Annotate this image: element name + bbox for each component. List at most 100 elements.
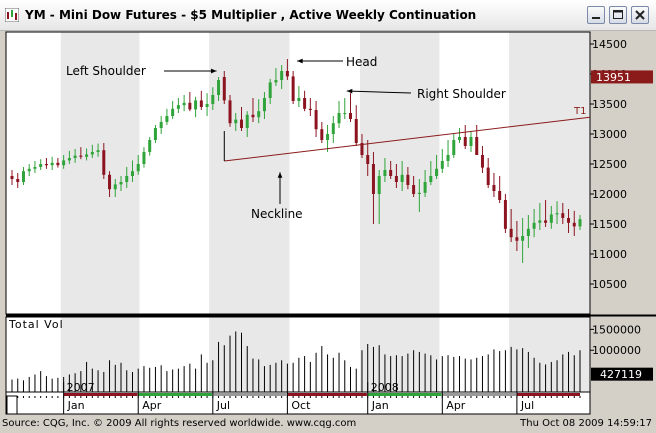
candle-body — [291, 76, 295, 101]
neckline-label: Neckline — [251, 207, 303, 221]
candle-body — [44, 164, 48, 166]
candle-body — [245, 114, 249, 128]
minimize-button[interactable] — [587, 6, 605, 24]
candle-body — [526, 228, 530, 236]
candle — [251, 98, 255, 122]
candle-body — [205, 104, 209, 107]
candle — [326, 125, 330, 152]
price-tick-label: 12500 — [592, 158, 627, 171]
candle — [142, 147, 146, 168]
candle-body — [67, 158, 71, 161]
price-panel-border — [5, 31, 591, 315]
candle-body — [469, 137, 473, 146]
close-button[interactable] — [631, 6, 649, 24]
candle — [182, 95, 186, 112]
candle — [343, 98, 347, 119]
last-volume-label: 427119 — [600, 368, 642, 381]
shaded-period-volume — [209, 317, 290, 392]
candle-body — [73, 155, 77, 158]
month-band — [212, 393, 287, 396]
candle-body — [182, 102, 186, 106]
candle-body — [343, 113, 347, 114]
candle-body — [274, 80, 278, 83]
candle-body — [222, 77, 226, 101]
neckline-trendline — [224, 116, 591, 162]
candle — [228, 95, 232, 127]
month-label: Apr — [446, 399, 466, 412]
candle-body — [27, 168, 31, 172]
candle — [452, 134, 456, 158]
candle-body — [366, 155, 370, 164]
candle — [360, 134, 364, 158]
candle-body — [96, 150, 100, 152]
candle-body — [406, 174, 410, 185]
candle-body — [532, 222, 536, 229]
candle — [62, 155, 66, 169]
candle-body — [85, 154, 89, 157]
month-band — [63, 393, 138, 396]
candle-body — [383, 170, 387, 176]
candle-body — [492, 185, 496, 191]
candle — [371, 152, 375, 224]
candle-body — [142, 152, 146, 164]
candle — [27, 164, 31, 176]
candle — [113, 179, 117, 197]
maximize-button[interactable] — [609, 6, 627, 24]
candle — [354, 105, 358, 146]
left-shoulder-arrow-head — [211, 68, 217, 74]
candle-body — [153, 128, 157, 140]
candle — [400, 161, 404, 191]
price-chart[interactable]: 1050011000115001200012500130001350014000… — [0, 30, 656, 416]
candle — [234, 113, 238, 131]
trendline-label: T1 — [573, 106, 586, 117]
last-price-tag — [591, 70, 653, 84]
candle — [280, 65, 284, 89]
candle — [90, 144, 94, 158]
candle-body — [79, 155, 83, 157]
candle-body — [354, 119, 358, 143]
candle-body — [308, 108, 312, 110]
price-tick-label: 13500 — [592, 98, 627, 111]
candle — [44, 158, 48, 169]
shaded-period — [209, 32, 290, 314]
candle-body — [458, 137, 462, 140]
candle-body — [56, 162, 60, 166]
candle-body — [377, 176, 381, 194]
candle — [320, 122, 324, 143]
candle — [572, 210, 576, 236]
left-shoulder-label: Left Shoulder — [66, 64, 146, 78]
candle-body — [394, 176, 398, 182]
candle-body — [521, 236, 525, 241]
month-label: Jan — [67, 399, 85, 412]
candle-body — [446, 155, 450, 161]
candle-body — [349, 113, 353, 119]
candle — [165, 108, 169, 125]
candle-body — [337, 113, 341, 124]
candle-body — [16, 179, 20, 182]
candle-body — [480, 155, 484, 168]
candle — [446, 140, 450, 167]
candle — [509, 209, 513, 242]
month-label: Oct — [291, 399, 311, 412]
minimize-icon — [592, 17, 600, 19]
candle — [39, 159, 43, 170]
candle-body — [10, 176, 14, 179]
source-credit: Source: CQG, Inc. © 2009 All rights rese… — [2, 418, 357, 429]
month-band — [516, 393, 580, 396]
price-tick-label: 11000 — [592, 248, 627, 261]
month-band — [367, 393, 442, 396]
title-bar[interactable]: YM - Mini Dow Futures - $5 Multiplier , … — [0, 0, 656, 31]
timestamp: Thu Oct 08 2009 14:59:17 — [520, 418, 652, 429]
candle — [188, 92, 192, 112]
candle-body — [21, 171, 25, 182]
candle — [423, 170, 427, 197]
candle — [394, 164, 398, 188]
candle-body — [435, 168, 439, 176]
candle — [366, 140, 370, 176]
candle-body — [371, 164, 375, 194]
candle-body — [567, 218, 571, 223]
candle — [21, 167, 25, 185]
candle — [96, 143, 100, 157]
head-arrow-head — [297, 58, 303, 64]
